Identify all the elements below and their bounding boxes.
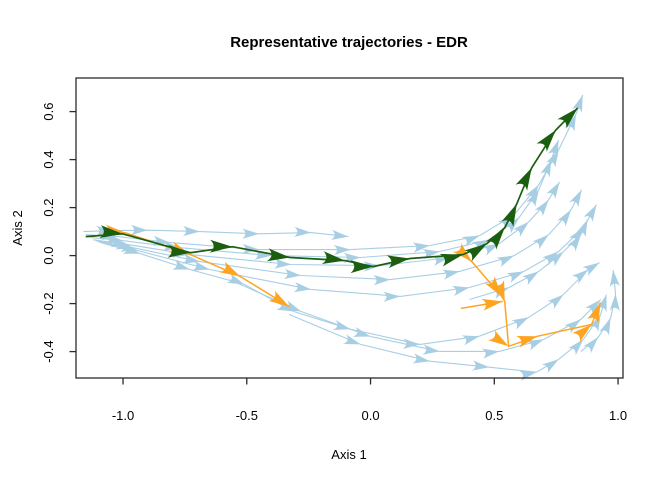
tick-label: 0.0 bbox=[361, 408, 379, 423]
tick-label: 0.6 bbox=[41, 103, 56, 121]
trajectory-lines-group bbox=[83, 94, 621, 381]
representative-trajectory-green bbox=[85, 107, 579, 274]
background-trajectory-3 bbox=[90, 139, 560, 264]
tick-label: 0.4 bbox=[41, 151, 56, 169]
representative-trajectory-orange-2 bbox=[452, 243, 602, 348]
plot-border-box bbox=[75, 77, 624, 379]
representative-trajectory-orange-3 bbox=[460, 298, 503, 311]
background-trajectory-11 bbox=[580, 269, 621, 354]
x-axis: -1.0 -0.5 0.0 0.5 1.0 bbox=[112, 378, 627, 423]
y-axis: -0.4 -0.2 0.0 0.2 0.4 0.6 bbox=[41, 103, 76, 363]
tick-label: 1.0 bbox=[609, 408, 627, 423]
tick-label: -1.0 bbox=[112, 408, 134, 423]
tick-label: -0.4 bbox=[41, 340, 56, 362]
y-axis-title: Axis 2 bbox=[10, 210, 25, 245]
chart-title: Representative trajectories - EDR bbox=[230, 34, 468, 51]
tick-label: -0.2 bbox=[41, 292, 56, 314]
background-trajectory-9 bbox=[288, 294, 607, 381]
background-trajectory-8 bbox=[229, 279, 602, 359]
tick-label: 0.2 bbox=[41, 199, 56, 217]
background-trajectory-4 bbox=[93, 181, 561, 272]
background-trajectory-5 bbox=[95, 189, 583, 286]
tick-label: -0.5 bbox=[236, 408, 258, 423]
tick-label: 0.0 bbox=[41, 247, 56, 265]
tick-label: 0.5 bbox=[485, 408, 503, 423]
x-axis-title: Axis 1 bbox=[331, 447, 366, 462]
